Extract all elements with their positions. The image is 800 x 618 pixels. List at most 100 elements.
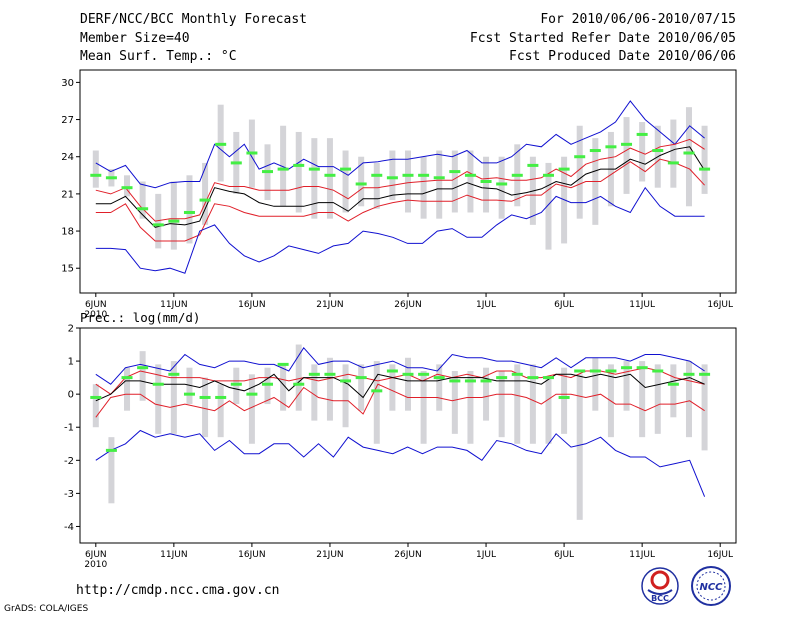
- ensemble-mean-dash: [355, 182, 367, 186]
- range-bar: [92, 150, 99, 188]
- range-bar: [623, 361, 630, 411]
- ensemble-mean-dash: [183, 210, 195, 214]
- range-bar: [139, 181, 146, 219]
- range-bar: [467, 371, 474, 444]
- range-bar: [170, 181, 177, 250]
- ensemble-mean-dash: [636, 132, 648, 136]
- range-bar: [654, 364, 661, 434]
- range-bar: [529, 364, 536, 444]
- range-bar: [576, 374, 583, 520]
- range-bar: [405, 150, 411, 213]
- ensemble-mean-dash: [293, 382, 305, 386]
- x-tick-label: 1JUL: [476, 550, 496, 560]
- ensemble-mean-dash: [464, 379, 476, 383]
- ensemble-mean-dash: [308, 167, 320, 171]
- x-tick-label: 11JUL: [629, 300, 655, 310]
- range-bar: [170, 361, 177, 434]
- series-min-line: [95, 186, 705, 274]
- ensemble-mean-dash: [293, 163, 305, 167]
- series-max-line: [95, 346, 705, 385]
- x-year-label: 2010: [84, 310, 107, 320]
- ensemble-mean-dash: [230, 382, 242, 386]
- y-tick-label: -1: [64, 423, 74, 434]
- ensemble-mean-dash: [574, 369, 586, 373]
- ensemble-mean-dash: [121, 186, 133, 190]
- range-bar: [420, 156, 427, 219]
- series-max-line: [95, 100, 705, 189]
- source-url[interactable]: http://cmdp.ncc.cma.gov.cn: [76, 583, 280, 598]
- range-bar: [436, 150, 443, 219]
- ensemble-mean-dash: [137, 366, 149, 370]
- ensemble-mean-dash: [480, 379, 492, 383]
- ensemble-mean-dash: [152, 382, 164, 386]
- range-bar: [498, 156, 505, 219]
- ensemble-mean-dash: [496, 376, 508, 380]
- ensemble-mean-dash: [652, 149, 664, 153]
- x-tick-label: 11JUN: [160, 550, 187, 560]
- ensemble-mean-dash: [683, 372, 695, 376]
- range-bar: [639, 122, 646, 182]
- precip-title: Prec.: log(mm/d): [80, 310, 200, 325]
- ensemble-mean-dash: [418, 173, 430, 177]
- x-tick-label: 6JUN: [85, 550, 107, 560]
- ensemble-mean-dash: [621, 366, 633, 370]
- grads-credit: GrADS: COLA/IGES: [4, 604, 89, 614]
- ensemble-mean-dash: [542, 173, 554, 177]
- x-tick-label: 6JUL: [554, 550, 574, 560]
- y-tick-label: 21: [61, 189, 74, 200]
- variable-label: Mean Surf. Temp.: °C: [80, 49, 237, 64]
- y-tick-label: 2: [68, 324, 74, 335]
- range-bar: [701, 364, 708, 451]
- range-bar: [326, 138, 333, 219]
- ensemble-mean-dash: [636, 366, 648, 370]
- y-tick-label: 15: [61, 264, 74, 275]
- range-bar: [280, 125, 287, 207]
- ensemble-mean-dash: [137, 207, 149, 211]
- ensemble-mean-dash: [402, 372, 414, 376]
- ensemble-mean-dash: [402, 173, 414, 177]
- ensemble-mean-dash: [308, 372, 320, 376]
- ensemble-mean-dash: [371, 389, 383, 393]
- forecast-refer-date: Fcst Started Refer Date 2010/06/05: [469, 31, 736, 46]
- y-tick-label: 1: [68, 357, 74, 368]
- ensemble-mean-dash: [105, 176, 117, 180]
- range-bar: [342, 364, 349, 428]
- range-bar: [326, 357, 333, 421]
- range-bar: [483, 367, 490, 421]
- y-tick-label: 0: [68, 390, 74, 401]
- ensemble-mean-dash: [480, 180, 492, 183]
- ensemble-mean-dash: [605, 369, 617, 373]
- range-bar: [295, 344, 302, 411]
- range-bar: [124, 367, 131, 411]
- x-tick-label: 6JUL: [554, 300, 574, 310]
- series-min-line: [95, 429, 706, 497]
- range-bar: [420, 371, 427, 444]
- range-bar: [295, 131, 302, 213]
- chart-title: DERF/NCC/BCC Monthly Forecast: [80, 12, 307, 27]
- ensemble-mean-dash: [183, 392, 195, 396]
- ensemble-mean-dash: [699, 167, 711, 171]
- ensemble-mean-dash: [418, 372, 430, 376]
- ensemble-mean-dash: [324, 173, 336, 177]
- ensemble-mean-dash: [699, 372, 711, 376]
- ensemble-mean-dash: [667, 382, 679, 386]
- range-bar: [467, 150, 474, 213]
- range-bar: [514, 364, 521, 444]
- ensemble-mean-dash: [215, 395, 227, 399]
- range-bar: [186, 175, 193, 244]
- ensemble-mean-dash: [277, 362, 289, 366]
- ensemble-mean-dash: [105, 448, 117, 452]
- ensemble-mean-dash: [90, 173, 102, 177]
- x-tick-label: 16JUN: [238, 550, 265, 560]
- ensemble-mean-dash: [496, 182, 508, 186]
- x-tick-label: 11JUN: [160, 300, 187, 310]
- range-bar: [561, 367, 568, 434]
- range-bar: [264, 367, 271, 405]
- range-bar: [639, 361, 646, 438]
- range-bar: [233, 367, 240, 405]
- y-tick-label: 24: [61, 152, 74, 163]
- ensemble-mean-dash: [667, 161, 679, 165]
- range-bar: [342, 150, 349, 213]
- range-bar: [373, 361, 380, 444]
